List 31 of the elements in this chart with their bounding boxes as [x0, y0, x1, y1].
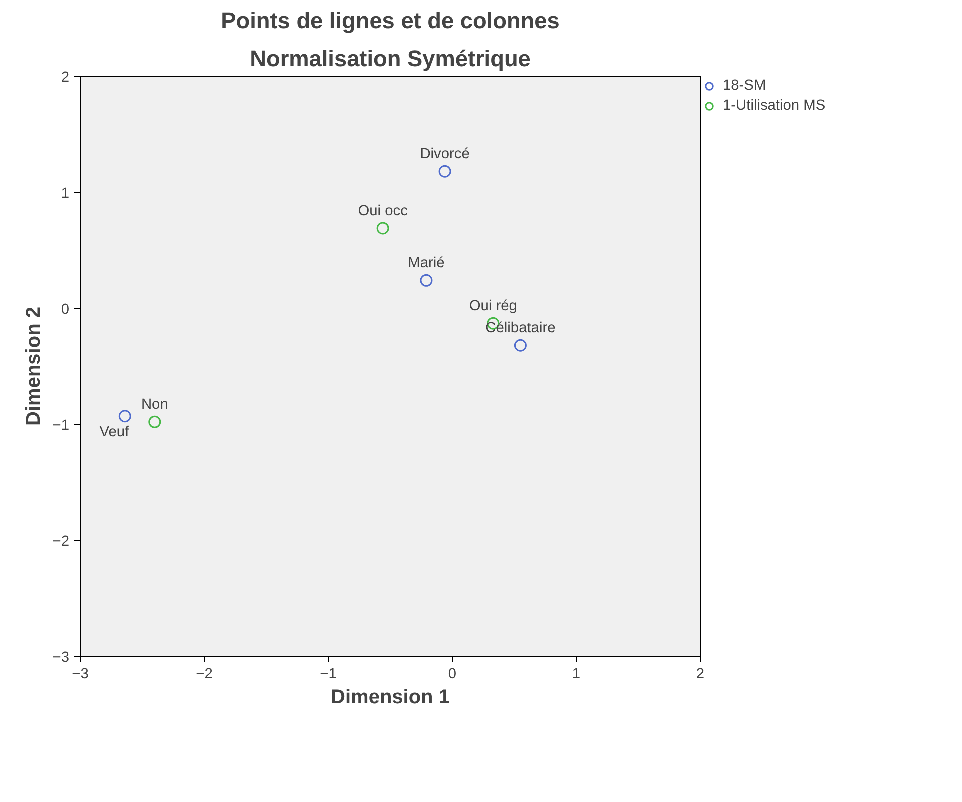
annotation: Veuf — [100, 424, 130, 440]
annotation: Oui occ — [358, 203, 408, 220]
chart-title: Points de lignes et de colonnes — [221, 8, 560, 34]
point — [438, 165, 452, 178]
annotation: Divorcé — [420, 146, 470, 163]
point — [376, 222, 390, 235]
point — [514, 339, 527, 352]
x-tick-label: 2 — [696, 666, 705, 682]
point — [148, 416, 162, 428]
x-tick-label: 1 — [572, 666, 581, 682]
annotation: Marié — [408, 256, 445, 272]
y-tick-label: 1 — [61, 186, 70, 202]
y-axis-title: Dimension 2 — [22, 307, 45, 426]
x-axis-title: Dimension 1 — [331, 686, 450, 708]
y-tick-label: 2 — [61, 70, 70, 86]
y-tick-label: −2 — [52, 534, 70, 550]
point — [420, 274, 433, 287]
y-tick-label: −1 — [52, 418, 70, 434]
x-tick-label: −2 — [196, 666, 213, 682]
y-tick-label: 0 — [61, 302, 70, 318]
y-tick-label: −3 — [52, 650, 70, 666]
point — [118, 410, 132, 423]
legend-label: 1-Utilisation MS — [723, 98, 826, 114]
annotation: Oui rég — [469, 298, 518, 315]
x-tick-label: −3 — [72, 666, 89, 682]
x-tick-label: 0 — [448, 666, 457, 682]
x-tick-label: −1 — [320, 666, 337, 682]
annotation: Célibataire — [486, 320, 556, 337]
annotation: Non — [141, 397, 168, 414]
chart-subtitle: Normalisation Symétrique — [250, 46, 531, 72]
legend-label: 18-SM — [723, 78, 766, 94]
